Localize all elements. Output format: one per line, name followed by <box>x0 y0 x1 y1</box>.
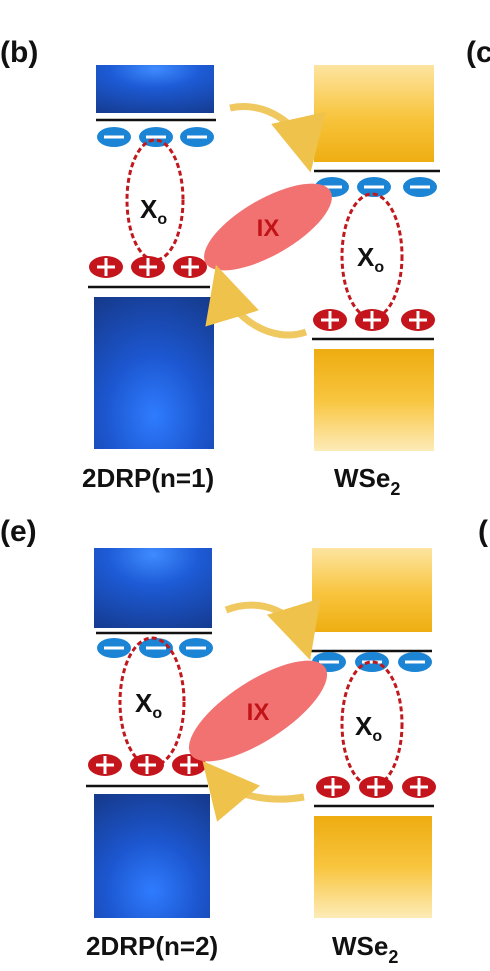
exciton-sub: o <box>372 728 382 745</box>
exciton-label-left: Xo <box>135 688 162 722</box>
wse2-holes <box>313 309 435 331</box>
ix-ellipse <box>188 660 328 762</box>
electron-transfer-arrow <box>229 103 326 173</box>
material-label-wse2: WSe2 <box>334 463 400 499</box>
perovskite-conduction-band <box>96 65 214 113</box>
ix-label: IX <box>257 215 280 242</box>
exciton-x: X <box>355 711 373 741</box>
material-label-perovskite: 2DRP(n=1) <box>82 463 214 493</box>
perovskite-conduction-band <box>94 548 212 628</box>
exciton-label-left: Xo <box>140 194 167 228</box>
wse2-sub: 2 <box>388 947 398 967</box>
hole-transfer-arrow <box>202 760 305 822</box>
perovskite-valence-band <box>94 297 214 449</box>
exciton-x: X <box>357 242 375 272</box>
exciton-x: X <box>140 194 158 224</box>
wse2-conduction-band <box>314 65 434 162</box>
interlayer-exciton: IX <box>204 183 332 271</box>
panel-label-fragment-c: (c <box>466 36 490 69</box>
wse2-base: WSe <box>334 463 390 493</box>
exciton-label-right: Xo <box>355 711 382 745</box>
material-label-perovskite: 2DRP(n=2) <box>86 931 218 961</box>
perovskite-holes <box>89 256 207 278</box>
panel-e: (e) ( Xo <box>0 515 488 967</box>
exciton-ring-left <box>125 138 185 262</box>
exciton-sub: o <box>157 211 167 228</box>
exciton-x: X <box>135 688 153 718</box>
electron-transfer-arrow <box>224 598 321 661</box>
panel-label-e: (e) <box>0 515 37 548</box>
interlayer-exciton: IX <box>188 660 328 762</box>
ix-label: IX <box>247 699 270 726</box>
panel-label-b: (b) <box>0 36 38 69</box>
perovskite-electrons <box>97 127 214 147</box>
panel-b: (b) (c Xo <box>0 36 490 499</box>
wse2-valence-band <box>314 816 432 918</box>
hole-transfer-arrow <box>205 264 308 339</box>
wse2-sub: 2 <box>390 479 400 499</box>
wse2-holes <box>316 776 436 798</box>
perovskite-valence-band <box>94 794 210 918</box>
perovskite-electrons <box>97 638 213 658</box>
exciton-sub: o <box>152 705 162 722</box>
ix-ellipse <box>204 183 332 271</box>
wse2-electrons <box>312 652 432 672</box>
wse2-base: WSe <box>332 931 388 961</box>
exciton-label-right: Xo <box>357 242 384 276</box>
material-label-wse2: WSe2 <box>332 931 398 967</box>
wse2-valence-band <box>314 349 434 451</box>
exciton-sub: o <box>374 259 384 276</box>
panel-label-fragment: ( <box>478 515 488 548</box>
wse2-conduction-band <box>312 548 432 632</box>
exciton-ring-left <box>118 636 186 768</box>
perovskite-holes <box>88 754 206 776</box>
